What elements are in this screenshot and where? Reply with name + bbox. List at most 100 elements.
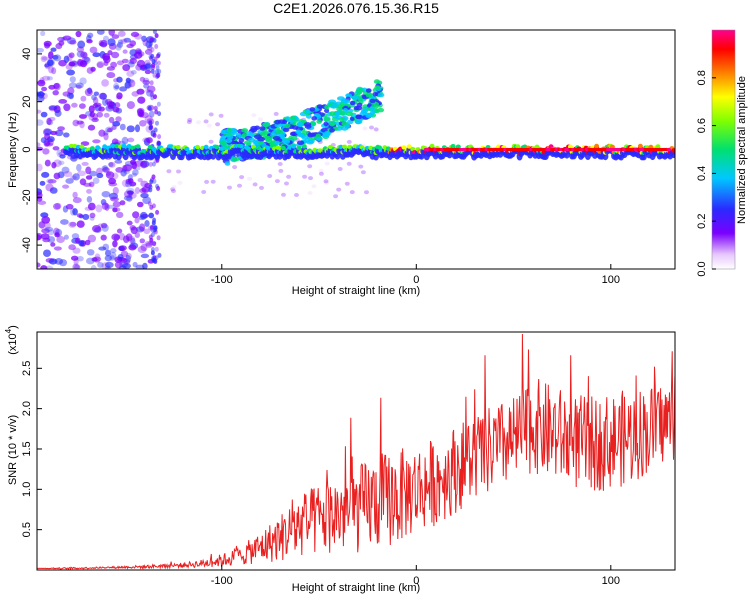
heatmap-cell bbox=[112, 186, 119, 195]
heatmap-cell bbox=[315, 133, 321, 139]
snr-x-label: Height of straight line (km) bbox=[292, 582, 420, 594]
heatmap-cell bbox=[37, 94, 45, 103]
heatmap-cell bbox=[37, 163, 43, 172]
heatmap-cell bbox=[131, 91, 140, 97]
y-tick-label: 1.0 bbox=[21, 482, 33, 497]
heatmap-cell bbox=[98, 246, 107, 251]
heatmap-cell bbox=[311, 184, 317, 189]
heatmap-cell bbox=[104, 265, 111, 269]
heatmap-cell bbox=[82, 213, 90, 220]
heatmap-cell bbox=[119, 200, 126, 206]
heatmap-cell bbox=[46, 117, 52, 126]
heatmap-cell bbox=[345, 111, 354, 117]
heatmap-cell bbox=[76, 120, 84, 125]
heatmap-cell bbox=[92, 225, 101, 233]
y-tick-label: -20 bbox=[21, 189, 33, 205]
heatmap-cell bbox=[154, 255, 159, 261]
heatmap-cell bbox=[148, 110, 155, 118]
heatmap-cell bbox=[142, 196, 152, 205]
heatmap-cell bbox=[37, 119, 44, 126]
heatmap-cell bbox=[140, 112, 150, 119]
heatmap-cell bbox=[358, 164, 364, 169]
y-tick-label: 20 bbox=[21, 96, 33, 108]
heatmap-cell bbox=[84, 88, 93, 97]
heatmap-cell bbox=[171, 185, 177, 190]
heatmap-cell bbox=[136, 59, 146, 68]
heatmap-cell bbox=[455, 144, 461, 149]
heatmap-cell bbox=[374, 108, 380, 114]
heatmap-cell bbox=[101, 223, 109, 232]
heatmap-cell bbox=[115, 43, 122, 51]
y-tick-label: 2.5 bbox=[21, 361, 33, 376]
heatmap-cell bbox=[147, 105, 152, 111]
heatmap-cell bbox=[372, 92, 378, 97]
heatmap-cell bbox=[70, 207, 76, 216]
heatmap-cell bbox=[307, 164, 313, 169]
heatmap-cell bbox=[286, 174, 292, 179]
heatmap-cell bbox=[86, 196, 93, 203]
heatmap-cell bbox=[134, 232, 141, 238]
heatmap-cell bbox=[111, 51, 120, 59]
heatmap-cell bbox=[214, 144, 220, 150]
heatmap-cell bbox=[68, 82, 77, 89]
heatmap-cell bbox=[94, 253, 101, 261]
heatmap-cell bbox=[76, 220, 85, 228]
heatmap-cell bbox=[58, 99, 68, 104]
heatmap-cell bbox=[56, 149, 62, 157]
heatmap-cell bbox=[125, 254, 131, 263]
heatmap-cell bbox=[140, 180, 149, 188]
heatmap-cell bbox=[323, 121, 329, 127]
heatmap-cell bbox=[107, 104, 114, 110]
heatmap-cell bbox=[149, 224, 154, 230]
heatmap-cell bbox=[116, 76, 123, 83]
heatmap-cell bbox=[364, 190, 369, 195]
heatmap-cell bbox=[208, 139, 214, 144]
heatmap-cell bbox=[93, 102, 102, 107]
heatmap-cell bbox=[37, 146, 44, 151]
heatmap-cell bbox=[373, 127, 379, 132]
heatmap-cell bbox=[96, 61, 105, 68]
heatmap-cell bbox=[210, 179, 216, 184]
heatmap-cell bbox=[239, 175, 245, 180]
heatmap-cell bbox=[175, 145, 181, 150]
heatmap-cell bbox=[132, 261, 138, 268]
heatmap-cell bbox=[135, 144, 141, 149]
heatmap-cell bbox=[61, 166, 70, 174]
heatmap-cell bbox=[116, 60, 124, 66]
heatmap-cell bbox=[201, 190, 207, 194]
heatmap-cell bbox=[134, 124, 141, 133]
heatmap-cell bbox=[238, 144, 244, 149]
heatmap-cell bbox=[149, 41, 153, 46]
heatmap-cell bbox=[37, 234, 42, 241]
heatmap-cell bbox=[126, 195, 133, 202]
heatmap-cell bbox=[304, 138, 311, 143]
heatmap-cell bbox=[121, 179, 130, 188]
colorbar-tick-label: 0.8 bbox=[696, 70, 708, 85]
heatmap-cell bbox=[37, 79, 45, 85]
heatmap-cell bbox=[49, 187, 58, 194]
heatmap-cell bbox=[48, 65, 54, 74]
heatmap-cell bbox=[47, 59, 54, 67]
heatmap-cell bbox=[37, 262, 41, 268]
heatmap-cell bbox=[140, 192, 149, 199]
heatmap-cell bbox=[131, 172, 138, 177]
heatmap-cell bbox=[349, 100, 356, 106]
heatmap-cell bbox=[369, 125, 374, 130]
heatmap-cell bbox=[304, 124, 312, 129]
heatmap-cell bbox=[62, 35, 72, 41]
heatmap-cell bbox=[309, 107, 316, 112]
heatmap-cell bbox=[231, 156, 240, 162]
heatmap-cell bbox=[116, 228, 123, 234]
heatmap-cell bbox=[121, 136, 129, 145]
heatmap-cell bbox=[68, 52, 75, 59]
heatmap-cell bbox=[152, 227, 157, 233]
heatmap-cell bbox=[41, 86, 48, 92]
snr-y-label: SNR (10 * v/v) bbox=[7, 415, 19, 485]
heatmap-cell bbox=[256, 145, 262, 151]
heatmap-cell bbox=[75, 82, 84, 89]
heatmap-cell bbox=[54, 202, 62, 210]
heatmap-cell bbox=[275, 129, 284, 135]
heatmap-cell bbox=[149, 80, 154, 86]
heatmap-cell bbox=[117, 253, 124, 260]
heatmap-cell bbox=[43, 128, 53, 136]
